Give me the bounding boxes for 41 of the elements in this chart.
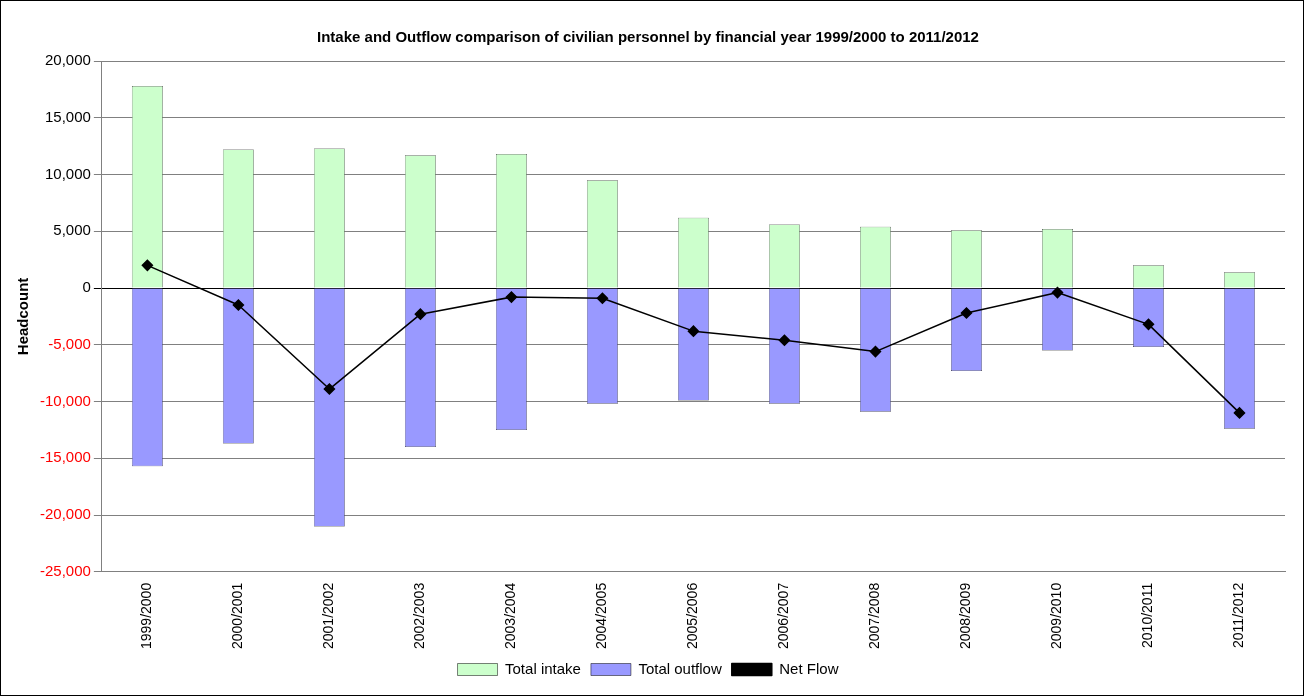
x-tick-label: 2004/2005 xyxy=(593,582,610,650)
x-tick-label: 2011/2012 xyxy=(1230,582,1247,648)
y-tick-label: -10,000 xyxy=(40,391,91,409)
y-tick-label: 15,000 xyxy=(44,107,91,125)
point xyxy=(505,291,518,303)
point xyxy=(596,292,609,304)
point xyxy=(778,334,791,346)
x-tick-label: 2003/2004 xyxy=(502,582,519,650)
y-tick-label: -25,000 xyxy=(40,561,91,579)
legend-label: Net Flow xyxy=(779,659,839,677)
chart-title: Intake and Outflow comparison of civilian personnel by financial year 1999/2000 to 2011/2012 xyxy=(317,28,979,46)
x-tick-label: 2005/2006 xyxy=(684,582,701,650)
y-tick-label: 0 xyxy=(82,278,91,296)
y-tick-label: 5,000 xyxy=(53,221,91,239)
x-tick-label: 2002/2003 xyxy=(411,582,428,650)
point xyxy=(323,383,336,395)
point xyxy=(141,259,154,272)
y-tick-label: -15,000 xyxy=(40,448,91,466)
y-tick-label: 20,000 xyxy=(44,51,91,69)
legend-label: Total outflow xyxy=(638,659,722,677)
x-tick-label: 2006/2007 xyxy=(775,582,792,650)
x-tick-label: 2010/2011 xyxy=(1139,582,1156,648)
x-tick-label: 2000/2001 xyxy=(229,582,246,650)
y-axis-title: Headcount xyxy=(14,277,32,356)
point xyxy=(1051,286,1064,299)
x-tick-label: 2001/2002 xyxy=(320,582,337,650)
x-tick-label: 2007/2008 xyxy=(866,582,883,650)
point xyxy=(869,345,882,358)
point xyxy=(1233,407,1246,419)
y-tick-label: -5,000 xyxy=(48,334,91,352)
x-tick-label: 1999/2000 xyxy=(138,582,155,650)
y-tick-label: -20,000 xyxy=(40,505,91,523)
legend-label: Total intake xyxy=(505,659,581,677)
x-tick-label: 2008/2009 xyxy=(957,582,974,650)
point xyxy=(960,307,973,319)
point xyxy=(1142,318,1155,331)
y-tick-label: 10,000 xyxy=(44,164,91,182)
point xyxy=(414,308,427,320)
point xyxy=(232,299,245,311)
x-tick-label: 2009/2010 xyxy=(1048,582,1065,650)
point xyxy=(687,325,700,337)
